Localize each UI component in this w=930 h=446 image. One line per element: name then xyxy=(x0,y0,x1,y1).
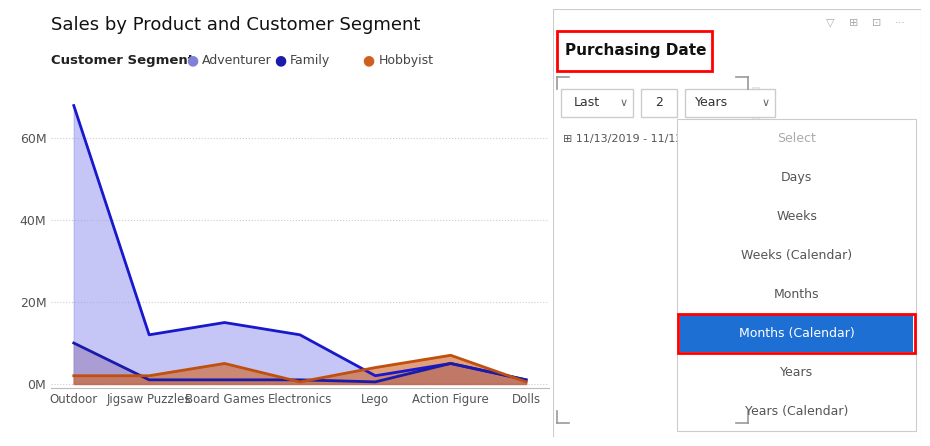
Text: ⊞ 11/13/2019 - 11/12/2: ⊞ 11/13/2019 - 11/12/2 xyxy=(564,134,694,144)
Text: Months: Months xyxy=(774,288,819,301)
Text: ···: ··· xyxy=(895,18,905,28)
Text: ●: ● xyxy=(186,53,198,67)
Text: ▽: ▽ xyxy=(827,18,835,28)
Bar xyxy=(557,31,712,71)
Text: Last: Last xyxy=(574,96,600,109)
Text: Sales by Product and Customer Segment: Sales by Product and Customer Segment xyxy=(51,16,420,33)
Bar xyxy=(678,314,915,353)
Text: Adventurer: Adventurer xyxy=(202,54,272,67)
Text: Purchasing Date: Purchasing Date xyxy=(565,43,707,58)
Text: Family: Family xyxy=(290,54,330,67)
Text: ●: ● xyxy=(274,53,286,67)
Text: Hobbyist: Hobbyist xyxy=(379,54,433,67)
Text: Years: Years xyxy=(780,366,813,379)
Text: ∨: ∨ xyxy=(762,98,769,108)
Text: Days: Days xyxy=(781,171,812,184)
Text: ∨: ∨ xyxy=(619,98,628,108)
Bar xyxy=(752,87,760,413)
Bar xyxy=(677,119,916,431)
Bar xyxy=(753,136,758,234)
Bar xyxy=(685,89,776,117)
Text: 2: 2 xyxy=(656,96,663,109)
Bar xyxy=(681,315,912,352)
Text: ●: ● xyxy=(363,53,375,67)
Text: Years: Years xyxy=(696,96,728,109)
Text: Weeks: Weeks xyxy=(777,210,817,223)
Text: Years (Calendar): Years (Calendar) xyxy=(745,405,848,418)
Text: Weeks (Calendar): Weeks (Calendar) xyxy=(741,249,852,262)
Text: ⊡: ⊡ xyxy=(872,18,882,28)
Text: Customer Segment: Customer Segment xyxy=(51,54,194,67)
Text: Months (Calendar): Months (Calendar) xyxy=(738,327,855,340)
Text: ⊞: ⊞ xyxy=(849,18,858,28)
Bar xyxy=(562,89,633,117)
Text: Select: Select xyxy=(777,132,816,145)
Bar xyxy=(642,89,677,117)
